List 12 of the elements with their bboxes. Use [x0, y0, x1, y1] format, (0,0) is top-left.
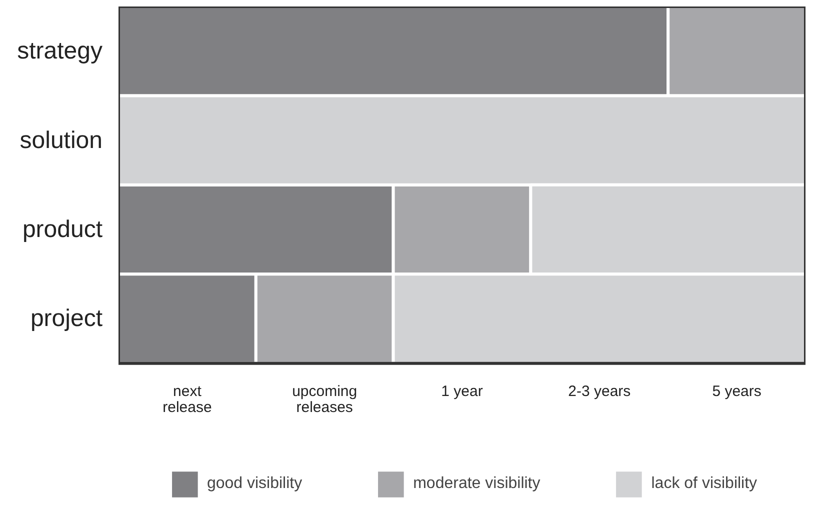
- y-tick-label: project: [30, 305, 103, 332]
- legend-label: lack of visibility: [651, 475, 758, 493]
- y-tick-label: solution: [20, 126, 103, 154]
- text: 2-3 years: [568, 382, 631, 400]
- y-tick-label: strategy: [17, 38, 103, 65]
- legend-label: good visibility: [206, 475, 302, 493]
- text: upcoming releases: [292, 382, 358, 416]
- text: 5 years: [712, 382, 762, 400]
- text: next release: [162, 382, 212, 416]
- text: 1 year: [441, 382, 483, 400]
- legend-label: moderate visibility: [413, 475, 540, 493]
- y-tick-label: product: [22, 216, 103, 244]
